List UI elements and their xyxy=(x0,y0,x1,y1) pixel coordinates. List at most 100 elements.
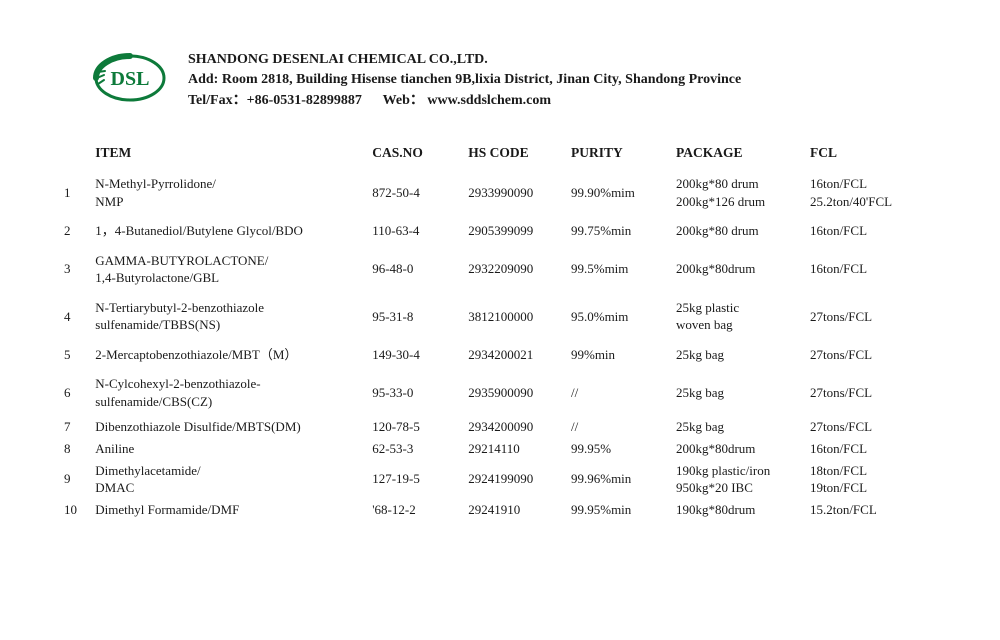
table-row: 10Dimethyl Formamide/DMF'68-12-229241910… xyxy=(60,499,940,521)
document-page: DSL SHANDONG DESENLAI CHEMICAL CO.,LTD. … xyxy=(0,0,1000,550)
company-logo: DSL xyxy=(90,50,170,111)
cell-package: 25kg bag xyxy=(672,416,806,438)
row-number: 1 xyxy=(60,169,91,216)
telfax-text: Tel/Fax：+86-0531-82899887 xyxy=(188,93,362,108)
cell-item: N-Cylcohexyl-2-benzothiazole-sulfenamide… xyxy=(91,369,368,416)
cell-fcl: 27tons/FCL xyxy=(806,293,940,340)
cell-hs: 2924199090 xyxy=(464,460,567,499)
col-header-hs: HS CODE xyxy=(464,141,567,169)
cell-item: Dibenzothiazole Disulfide/MBTS(DM) xyxy=(91,416,368,438)
cell-cas: 120-78-5 xyxy=(368,416,464,438)
row-number: 8 xyxy=(60,438,91,460)
cell-hs: 2934200021 xyxy=(464,340,567,370)
table-row: 3GAMMA-BUTYROLACTONE/1,4-Butyrolactone/G… xyxy=(60,246,940,293)
cell-purity: 99.95% xyxy=(567,438,672,460)
cell-fcl: 27tons/FCL xyxy=(806,340,940,370)
company-info-block: SHANDONG DESENLAI CHEMICAL CO.,LTD. Add:… xyxy=(188,50,940,111)
row-number: 2 xyxy=(60,216,91,246)
cell-hs: 29241910 xyxy=(464,499,567,521)
cell-fcl: 16ton/FCL xyxy=(806,216,940,246)
table-row: 21，4-Butanediol/Butylene Glycol/BDO110-6… xyxy=(60,216,940,246)
cell-item: Aniline xyxy=(91,438,368,460)
cell-package: 200kg*80 drum200kg*126 drum xyxy=(672,169,806,216)
col-header-item: ITEM xyxy=(91,141,368,169)
company-name: SHANDONG DESENLAI CHEMICAL CO.,LTD. xyxy=(188,50,940,70)
cell-package: 25kg bag xyxy=(672,340,806,370)
cell-purity: 99.95%min xyxy=(567,499,672,521)
company-contact: Tel/Fax：+86-0531-82899887 Web： www.sddsl… xyxy=(188,91,940,111)
cell-hs: 3812100000 xyxy=(464,293,567,340)
cell-cas: 62-53-3 xyxy=(368,438,464,460)
cell-purity: // xyxy=(567,369,672,416)
dsl-logo-icon: DSL xyxy=(90,50,170,106)
web-label: Web： xyxy=(383,93,424,108)
col-header-purity: PURITY xyxy=(567,141,672,169)
table-row: 9Dimethylacetamide/DMAC127-19-5292419909… xyxy=(60,460,940,499)
cell-purity: 99.5%mim xyxy=(567,246,672,293)
table-row: 6N-Cylcohexyl-2-benzothiazole-sulfenamid… xyxy=(60,369,940,416)
cell-fcl: 15.2ton/FCL xyxy=(806,499,940,521)
table-row: 52-Mercaptobenzothiazole/MBT（M）149-30-42… xyxy=(60,340,940,370)
cell-purity: 99.90%mim xyxy=(567,169,672,216)
col-header-num xyxy=(60,141,91,169)
col-header-cas: CAS.NO xyxy=(368,141,464,169)
logo-text: DSL xyxy=(111,68,150,90)
cell-package: 200kg*80 drum xyxy=(672,216,806,246)
table-body: 1N-Methyl-Pyrrolidone/NMP872-50-42933990… xyxy=(60,169,940,520)
cell-package: 190kg*80drum xyxy=(672,499,806,521)
cell-hs: 2932209090 xyxy=(464,246,567,293)
cell-package: 200kg*80drum xyxy=(672,438,806,460)
cell-hs: 2935900090 xyxy=(464,369,567,416)
letterhead: DSL SHANDONG DESENLAI CHEMICAL CO.,LTD. … xyxy=(90,50,940,111)
cell-purity: 99.96%min xyxy=(567,460,672,499)
cell-cas: 872-50-4 xyxy=(368,169,464,216)
cell-item: 1，4-Butanediol/Butylene Glycol/BDO xyxy=(91,216,368,246)
cell-cas: 110-63-4 xyxy=(368,216,464,246)
cell-hs: 2934200090 xyxy=(464,416,567,438)
row-number: 10 xyxy=(60,499,91,521)
cell-cas: '68-12-2 xyxy=(368,499,464,521)
cell-hs: 29214110 xyxy=(464,438,567,460)
cell-package: 25kg plasticwoven bag xyxy=(672,293,806,340)
cell-fcl: 27tons/FCL xyxy=(806,416,940,438)
row-number: 4 xyxy=(60,293,91,340)
cell-item: Dimethylacetamide/DMAC xyxy=(91,460,368,499)
row-number: 7 xyxy=(60,416,91,438)
cell-cas: 96-48-0 xyxy=(368,246,464,293)
cell-purity: 95.0%mim xyxy=(567,293,672,340)
table-row: 1N-Methyl-Pyrrolidone/NMP872-50-42933990… xyxy=(60,169,940,216)
cell-fcl: 16ton/FCL xyxy=(806,438,940,460)
cell-cas: 95-31-8 xyxy=(368,293,464,340)
cell-hs: 2905399099 xyxy=(464,216,567,246)
cell-purity: 99%min xyxy=(567,340,672,370)
cell-item: N-Tertiarybutyl-2-benzothiazolesulfenami… xyxy=(91,293,368,340)
cell-package: 25kg bag xyxy=(672,369,806,416)
table-row: 8Aniline62-53-32921411099.95%200kg*80dru… xyxy=(60,438,940,460)
col-header-package: PACKAGE xyxy=(672,141,806,169)
cell-cas: 127-19-5 xyxy=(368,460,464,499)
cell-cas: 95-33-0 xyxy=(368,369,464,416)
cell-hs: 2933990090 xyxy=(464,169,567,216)
table-header: ITEM CAS.NO HS CODE PURITY PACKAGE FCL xyxy=(60,141,940,169)
cell-package: 200kg*80drum xyxy=(672,246,806,293)
row-number: 6 xyxy=(60,369,91,416)
cell-package: 190kg plastic/iron950kg*20 IBC xyxy=(672,460,806,499)
cell-item: GAMMA-BUTYROLACTONE/1,4-Butyrolactone/GB… xyxy=(91,246,368,293)
cell-fcl: 18ton/FCL19ton/FCL xyxy=(806,460,940,499)
table-row: 7Dibenzothiazole Disulfide/MBTS(DM)120-7… xyxy=(60,416,940,438)
web-url: www.sddslchem.com xyxy=(427,93,551,108)
cell-item: 2-Mercaptobenzothiazole/MBT（M） xyxy=(91,340,368,370)
table-row: 4N-Tertiarybutyl-2-benzothiazolesulfenam… xyxy=(60,293,940,340)
cell-cas: 149-30-4 xyxy=(368,340,464,370)
row-number: 5 xyxy=(60,340,91,370)
company-address: Add: Room 2818, Building Hisense tianche… xyxy=(188,70,940,90)
cell-purity: // xyxy=(567,416,672,438)
row-number: 9 xyxy=(60,460,91,499)
cell-item: N-Methyl-Pyrrolidone/NMP xyxy=(91,169,368,216)
cell-fcl: 16ton/FCL25.2ton/40'FCL xyxy=(806,169,940,216)
cell-fcl: 27tons/FCL xyxy=(806,369,940,416)
cell-fcl: 16ton/FCL xyxy=(806,246,940,293)
cell-item: Dimethyl Formamide/DMF xyxy=(91,499,368,521)
product-table: ITEM CAS.NO HS CODE PURITY PACKAGE FCL 1… xyxy=(60,141,940,520)
col-header-fcl: FCL xyxy=(806,141,940,169)
